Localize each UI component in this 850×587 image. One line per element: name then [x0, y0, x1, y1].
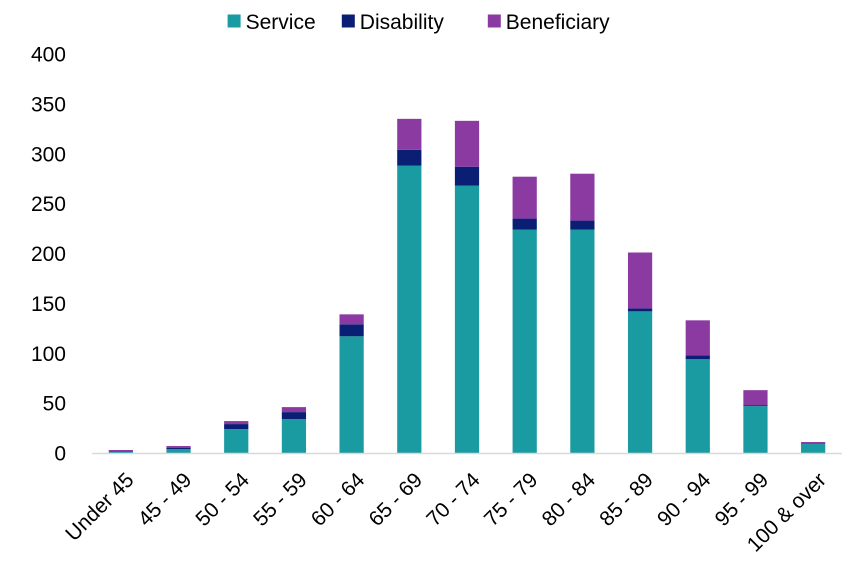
y-axis: 0 50 100 150 200 250 300 350 400 [31, 44, 66, 466]
x-tick-label-85-89: 85 - 89 [595, 468, 658, 531]
x-tick-label-65-69: 65 - 69 [365, 468, 428, 531]
bar-beneficiary-70-74 [454, 120, 480, 167]
x-tick-label-80-84: 80 - 84 [538, 468, 601, 531]
bar-disability-60-64 [339, 324, 364, 337]
bar-beneficiary-90-94 [685, 320, 710, 356]
legend-swatch-service [227, 14, 241, 28]
bar-service-45-49 [166, 449, 191, 453]
bar-beneficiary-60-64 [339, 314, 364, 325]
x-tick-label-60-64: 60 - 64 [307, 468, 370, 531]
bar-beneficiary-85-89 [627, 252, 653, 309]
bar-beneficiary-80-84 [570, 173, 595, 221]
bar-service-55-59 [281, 419, 307, 453]
bar-service-50-54 [224, 429, 249, 453]
bar-service-75-79 [512, 229, 537, 453]
legend-label-service: Service [246, 11, 316, 34]
bar-beneficiary-65-69 [397, 118, 422, 150]
bar-beneficiary-100-over [801, 442, 826, 445]
bar-disability-80-84 [570, 220, 595, 230]
legend-item-service: Service [227, 11, 316, 34]
bar-service-under-45 [108, 452, 133, 453]
bar-disability-65-69 [397, 149, 422, 166]
x-tick-label-75-79: 75 - 79 [480, 468, 543, 531]
bar-disability-50-54 [224, 424, 249, 430]
bar-beneficiary-under-45 [108, 450, 133, 453]
bar-service-100-over [801, 444, 826, 453]
legend-swatch-beneficiary [487, 14, 501, 28]
bar-beneficiary-50-54 [224, 421, 249, 425]
legend-item-disability: Disability [341, 11, 445, 34]
bar-service-80-84 [570, 229, 595, 453]
bar-disability-90-94 [685, 355, 710, 360]
y-tick-label-200: 200 [31, 243, 66, 266]
y-tick-label-150: 150 [31, 293, 66, 316]
bar-service-65-69 [397, 165, 422, 453]
bar-service-85-89 [627, 311, 653, 453]
bar-beneficiary-75-79 [512, 176, 537, 219]
legend-label-disability: Disability [360, 11, 445, 34]
x-tick-label-70-74: 70 - 74 [422, 468, 485, 531]
y-tick-label-100: 100 [31, 343, 66, 366]
y-tick-label-300: 300 [31, 143, 66, 166]
y-tick-label-250: 250 [31, 193, 66, 216]
bars [108, 118, 826, 454]
bar-beneficiary-55-59 [281, 407, 307, 413]
bar-disability-55-59 [281, 412, 307, 420]
bar-disability-45-49 [166, 448, 191, 450]
bar-disability-75-79 [512, 218, 537, 230]
x-tick-label-90-94: 90 - 94 [653, 468, 716, 531]
y-tick-label-350: 350 [31, 93, 66, 116]
bar-disability-85-89 [627, 308, 653, 312]
legend-item-beneficiary: Beneficiary [487, 11, 610, 34]
y-tick-label-0: 0 [54, 443, 66, 466]
x-tick-label-50-54: 50 - 54 [191, 468, 254, 531]
bar-beneficiary-45-49 [166, 446, 191, 449]
bar-service-95-99 [743, 406, 768, 453]
bar-disability-95-99 [743, 405, 768, 407]
legend-label-beneficiary: Beneficiary [506, 11, 610, 34]
y-tick-label-50: 50 [43, 393, 66, 416]
y-tick-label-400: 400 [31, 44, 66, 67]
x-tick-label-55-59: 55 - 59 [249, 468, 312, 531]
x-tick-label-under-45: Under 45 [61, 468, 138, 545]
legend-swatch-disability [341, 14, 355, 28]
bar-disability-70-74 [454, 166, 480, 186]
bar-service-70-74 [454, 185, 480, 454]
bar-service-90-94 [685, 359, 710, 453]
bar-service-60-64 [339, 336, 364, 453]
x-tick-label-45-49: 45 - 49 [134, 468, 197, 531]
bar-beneficiary-95-99 [743, 390, 768, 406]
legend: Service Disability Beneficiary [227, 11, 610, 34]
